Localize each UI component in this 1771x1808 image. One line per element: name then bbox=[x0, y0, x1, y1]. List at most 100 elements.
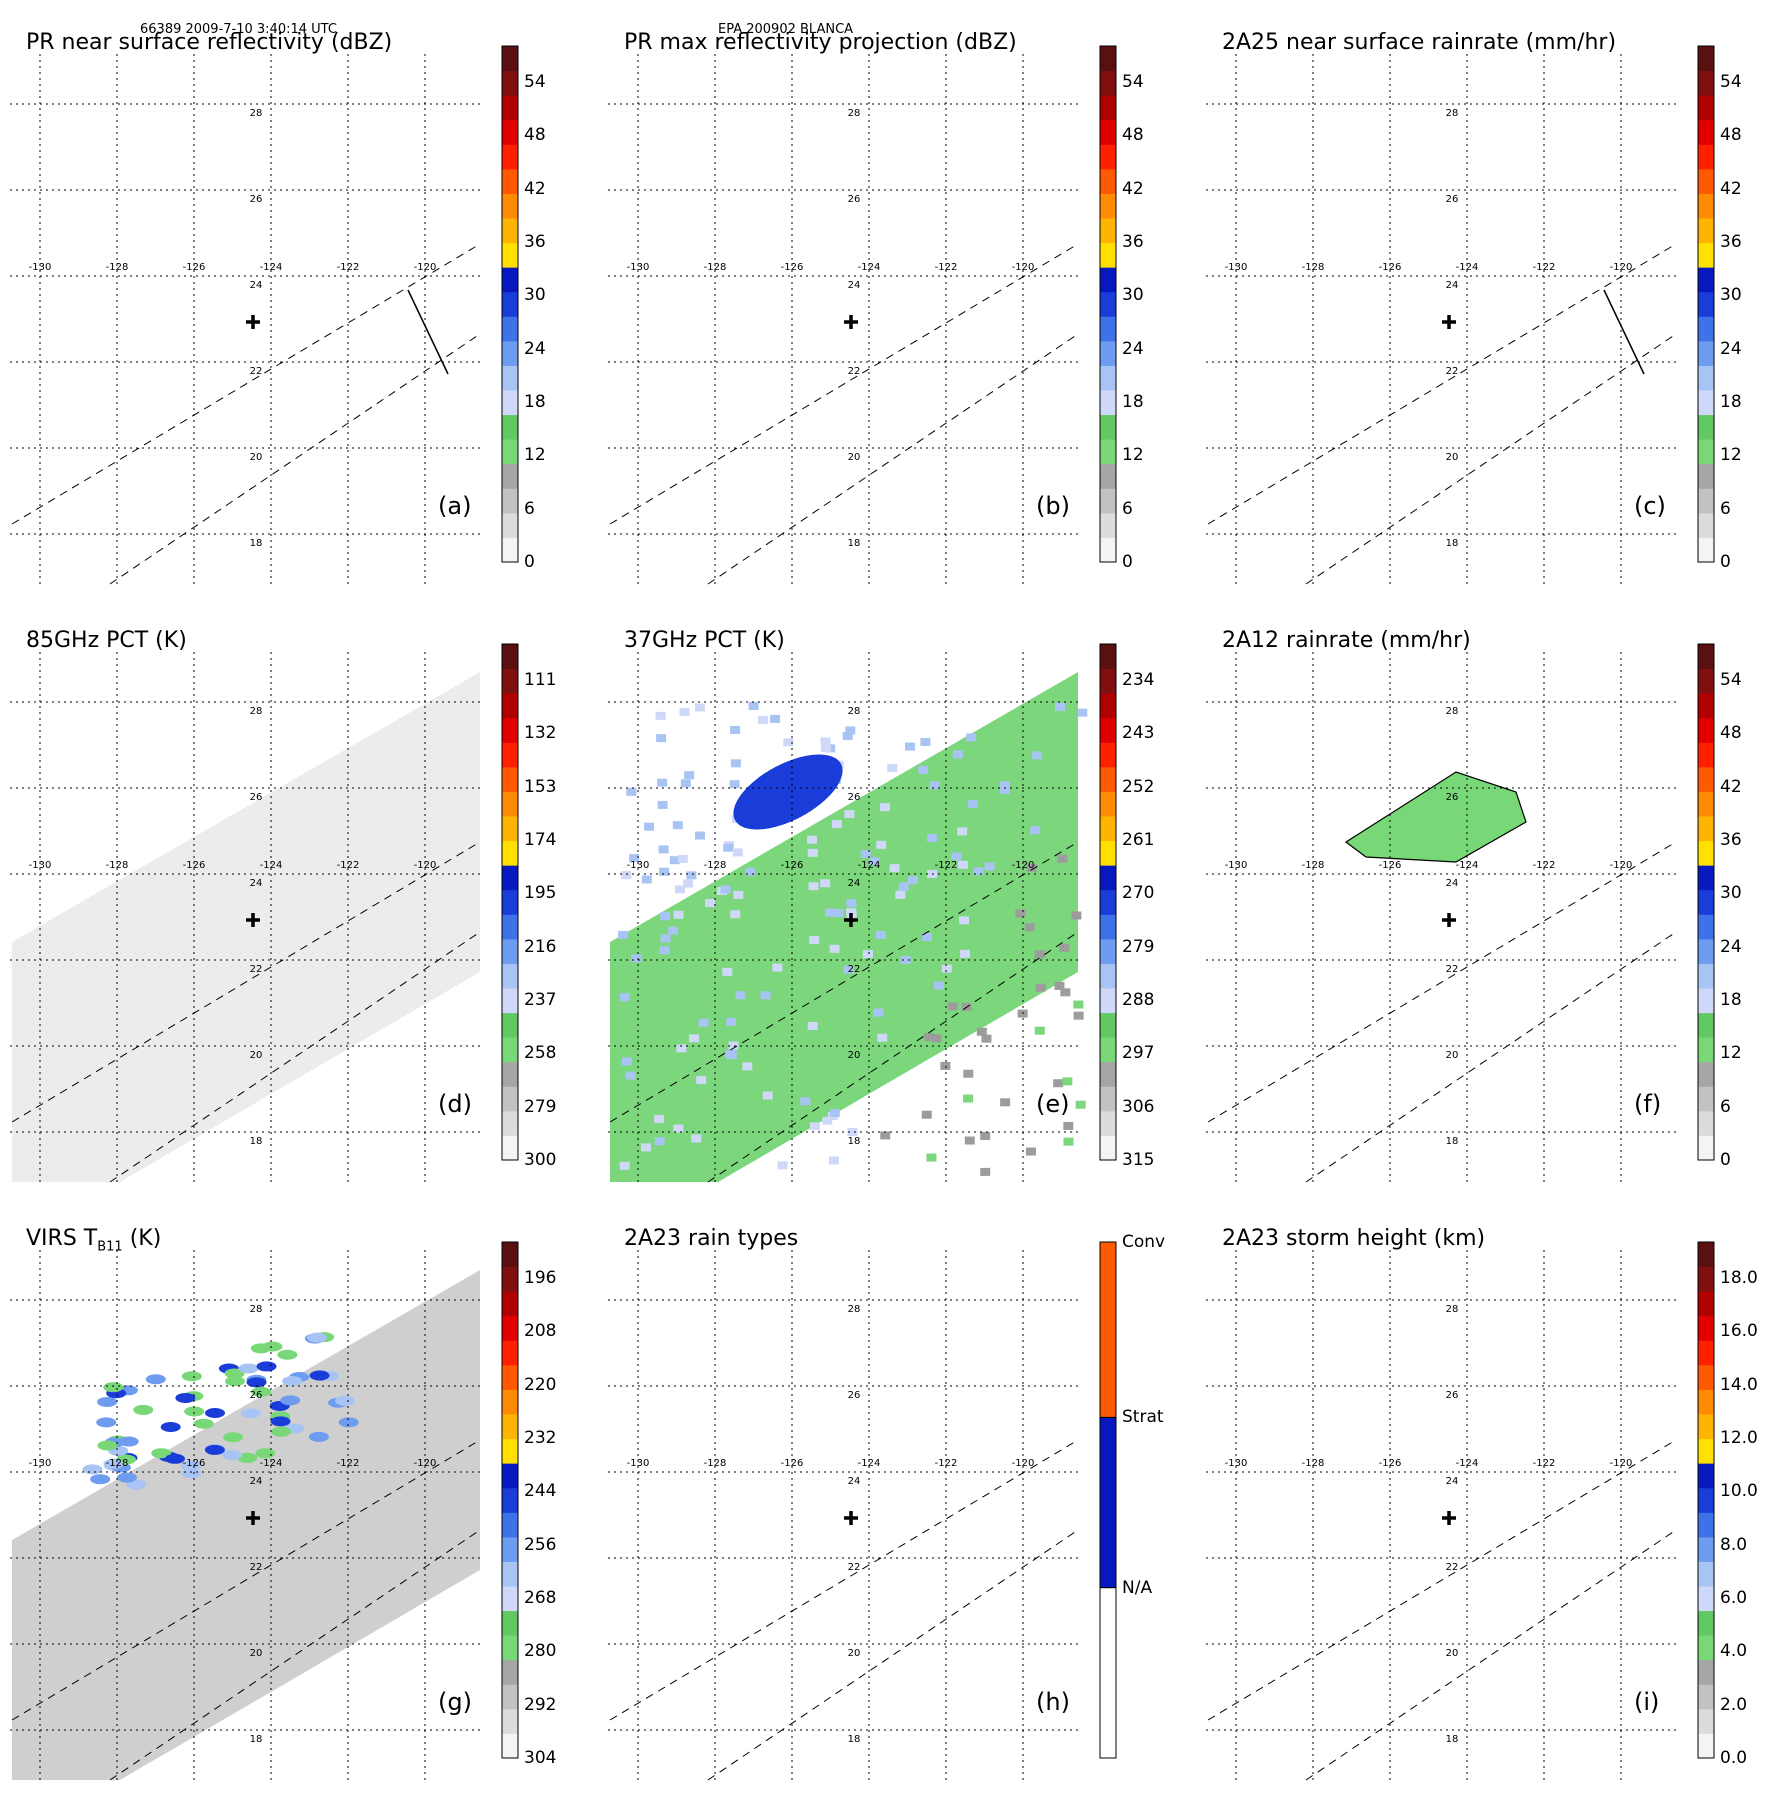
colorbar-segment bbox=[502, 193, 518, 219]
lon-tick-label: -126 bbox=[781, 1458, 804, 1469]
swath-pixel bbox=[980, 1131, 991, 1140]
colorbar-segment bbox=[1698, 889, 1714, 915]
swath-pixel bbox=[842, 732, 853, 741]
swath-pixel bbox=[829, 944, 840, 953]
cold-core bbox=[733, 754, 843, 830]
colorbar-segment bbox=[1100, 488, 1116, 514]
cross-section-line bbox=[1603, 289, 1645, 375]
swath-pixel bbox=[1024, 923, 1035, 932]
colorbar-segment bbox=[502, 865, 518, 891]
swath-pixel bbox=[657, 778, 668, 787]
cross-section-line bbox=[407, 289, 449, 375]
panel-d: -130 -128 -126 -124 -122 -120 28 26 24 22 20 18 85GH… bbox=[0, 620, 590, 1210]
colorbar-segment bbox=[502, 693, 518, 719]
colorbar-segment bbox=[1698, 1061, 1714, 1087]
lat-tick-label: 24 bbox=[848, 878, 861, 889]
colorbar-label: Conv bbox=[1122, 1232, 1166, 1252]
swath-pixel bbox=[641, 875, 652, 884]
colorbar-segment bbox=[1698, 1438, 1714, 1464]
orbit-info: 66389 2009-7-10 3:40:14 UTC bbox=[140, 22, 337, 37]
swath-pixel bbox=[742, 1062, 753, 1071]
lon-tick-label: -122 bbox=[337, 1458, 360, 1469]
lon-tick-label: -124 bbox=[858, 1458, 881, 1469]
panel-title: 2A25 near surface rainrate (mm/hr) bbox=[1222, 30, 1617, 55]
swath-pixel bbox=[825, 908, 836, 917]
swath-pixel bbox=[952, 750, 963, 759]
cloud-pixel bbox=[181, 1468, 202, 1479]
colorbar-label: 54 bbox=[1122, 72, 1144, 92]
colorbar-label: 208 bbox=[524, 1321, 557, 1342]
swath-pixel bbox=[668, 926, 679, 935]
colorbar-segment bbox=[502, 1463, 518, 1489]
cloud-pixel bbox=[308, 1431, 329, 1442]
swath-pixel bbox=[730, 759, 741, 768]
colorbar-label: 18 bbox=[1720, 990, 1742, 1010]
panel-title: PR near surface reflectivity (dBZ) bbox=[26, 30, 393, 55]
swath-pixel bbox=[762, 1091, 773, 1100]
colorbar-segment bbox=[1698, 840, 1714, 866]
colorbar-segment bbox=[1698, 267, 1714, 293]
colorbar-label: 48 bbox=[1720, 125, 1742, 146]
panel-e-map: -130 -128 -126 -124 -122 -120 28 26 24 22 20 18 bbox=[608, 643, 1117, 1183]
colorbar-segment bbox=[1698, 1242, 1714, 1268]
lat-tick-label: 20 bbox=[1446, 452, 1459, 463]
lon-tick-label: -130 bbox=[1225, 1458, 1248, 1469]
swath-pixel bbox=[887, 763, 898, 772]
colorbar-segment bbox=[1100, 1086, 1116, 1112]
colorbar-segment bbox=[1698, 988, 1714, 1014]
colorbar-label: 4.0 bbox=[1720, 1641, 1748, 1662]
cloud-pixel bbox=[180, 1460, 201, 1471]
colorbar-segment bbox=[1100, 365, 1116, 391]
swath-pixel bbox=[922, 932, 933, 941]
colorbar-label: 42 bbox=[1122, 178, 1144, 199]
swath-pixel bbox=[845, 726, 856, 735]
swath-pixel bbox=[720, 885, 731, 894]
swath-pixel bbox=[976, 1027, 987, 1036]
swath-pixel bbox=[833, 909, 844, 918]
lon-tick-label: -124 bbox=[858, 860, 881, 871]
colorbar-label: 6 bbox=[1720, 498, 1731, 519]
swath-pixel bbox=[676, 1044, 687, 1053]
panel-e: -130 -128 -126 -124 -122 -120 28 26 24 22 20 18 37GH… bbox=[598, 620, 1188, 1210]
swath-pixel bbox=[1063, 1137, 1074, 1146]
colorbar-label: 12 bbox=[1720, 1043, 1742, 1064]
swath-pixel bbox=[1054, 844, 1065, 853]
swath-pixel bbox=[829, 1108, 840, 1117]
colorbar-segment bbox=[502, 218, 518, 244]
colorbar-segment bbox=[1100, 1037, 1116, 1063]
colorbar-label: 36 bbox=[1720, 232, 1742, 252]
lat-tick-label: 22 bbox=[848, 964, 861, 975]
swath-pixel bbox=[772, 963, 783, 972]
colorbar-segment bbox=[502, 512, 518, 538]
cloud-pixel bbox=[97, 1440, 118, 1451]
panel-label: (g) bbox=[438, 1688, 472, 1716]
cloud-pixel bbox=[204, 1444, 225, 1455]
colorbar-segment bbox=[1698, 291, 1714, 317]
colorbar-segment bbox=[1100, 193, 1116, 219]
colorbar-label: 24 bbox=[1122, 338, 1144, 359]
colorbar-segment bbox=[1698, 512, 1714, 538]
swath-area bbox=[12, 672, 480, 1182]
swath-edge bbox=[707, 931, 1079, 1183]
colorbar-label: 256 bbox=[524, 1534, 557, 1555]
colorbar-label: 0 bbox=[1720, 552, 1731, 572]
colorbar-segment bbox=[502, 1536, 518, 1562]
colorbar-segment bbox=[1100, 889, 1116, 915]
swath-pixel bbox=[862, 950, 873, 959]
colorbar-label: 300 bbox=[524, 1150, 557, 1170]
panel-f-map: -130 -128 -126 -124 -122 -120 28 26 24 22 20 18 bbox=[1206, 643, 1715, 1183]
swath-pixel bbox=[660, 912, 671, 921]
colorbar-segment bbox=[1100, 938, 1116, 964]
colorbar-segment bbox=[502, 488, 518, 514]
swath-pixel bbox=[809, 1122, 820, 1131]
colorbar-segment bbox=[1100, 766, 1116, 792]
swath-pixel bbox=[1000, 1098, 1011, 1107]
lat-tick-label: 18 bbox=[848, 538, 861, 549]
colorbar bbox=[1099, 45, 1117, 563]
colorbar-segment bbox=[502, 316, 518, 342]
colorbar-segment bbox=[1100, 840, 1116, 866]
colorbar-segment bbox=[1100, 537, 1116, 563]
swath-pixel bbox=[695, 831, 706, 840]
colorbar-segment bbox=[502, 1586, 518, 1612]
colorbar-segment bbox=[1698, 1012, 1714, 1038]
